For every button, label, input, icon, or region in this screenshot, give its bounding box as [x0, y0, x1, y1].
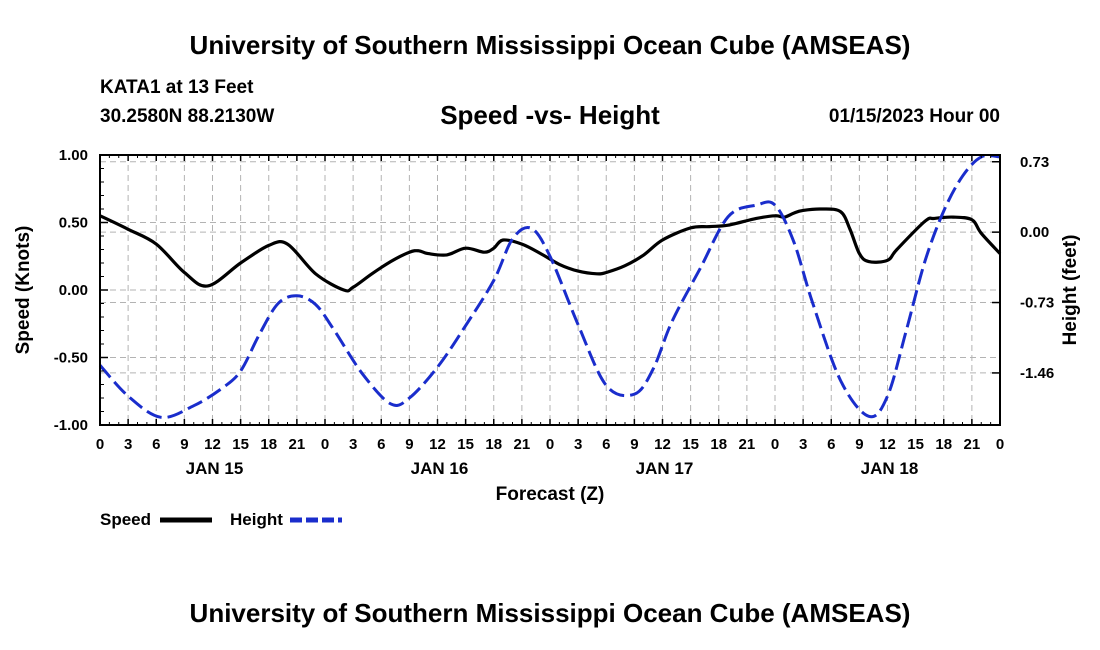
station-label: KATA1 at 13 Feet — [100, 77, 254, 98]
x-tick-label: 12 — [204, 436, 221, 453]
x-tick-label: 21 — [964, 436, 981, 453]
x-tick-label: 3 — [574, 436, 582, 453]
x-tick-label: 18 — [485, 436, 502, 453]
x-tick-label: 12 — [654, 436, 671, 453]
day-label: JAN 18 — [861, 459, 919, 478]
x-tick-label: 0 — [546, 436, 554, 453]
footer-title: University of Southern Mississippi Ocean… — [189, 598, 911, 628]
x-tick-label: 9 — [180, 436, 188, 453]
y-tick-label: 0.50 — [59, 215, 88, 232]
legend-height-label: Height — [230, 510, 283, 529]
x-tick-label: 21 — [289, 436, 306, 453]
y-tick-label: 0.00 — [59, 282, 88, 299]
x-tick-label: 18 — [935, 436, 952, 453]
x-tick-label: 3 — [349, 436, 357, 453]
y2-axis-label: Height (feet) — [1060, 235, 1081, 346]
legend: Speed Height — [100, 510, 342, 529]
x-axis-label: Forecast (Z) — [496, 484, 605, 505]
x-tick-label: 0 — [996, 436, 1004, 453]
x-tick-label: 15 — [682, 436, 699, 453]
day-label: JAN 15 — [186, 459, 244, 478]
speed-height-chart: 0 3 6 9 12 15 18 21 0 3 6 9 12 15 18 21 0 3 6 9 12 15 18 21 0 3 6 9… — [13, 147, 1081, 529]
x-tick-label: 21 — [514, 436, 531, 453]
forecast-timestamp: 01/15/2023 Hour 00 — [828, 106, 1000, 127]
x-tick-label: 6 — [827, 436, 835, 453]
series-line-height — [98, 153, 1001, 419]
y2-tick-label: -1.46 — [1020, 365, 1054, 382]
x-tick-label: 9 — [405, 436, 413, 453]
x-tick-label: 6 — [152, 436, 160, 453]
y-tick-label: -0.50 — [54, 350, 88, 367]
x-tick-label: 0 — [771, 436, 779, 453]
x-tick-label: 9 — [855, 436, 863, 453]
x-tick-label: 6 — [602, 436, 610, 453]
y2-tick-label: -0.73 — [1020, 295, 1054, 312]
x-tick-label: 9 — [630, 436, 638, 453]
x-tick-label: 12 — [429, 436, 446, 453]
x-tick-label: 21 — [739, 436, 756, 453]
day-label: JAN 16 — [411, 459, 469, 478]
x-tick-label: 3 — [799, 436, 807, 453]
x-tick-label: 18 — [710, 436, 727, 453]
coordinates-label: 30.2580N 88.2130W — [100, 106, 275, 127]
day-label: JAN 17 — [636, 459, 694, 478]
x-tick-label: 0 — [96, 436, 104, 453]
x-tick-label: 18 — [260, 436, 277, 453]
series-line-speed — [99, 207, 1002, 293]
x-tick-label: 3 — [124, 436, 132, 453]
grid-lines — [100, 155, 1000, 425]
x-tick-label: 15 — [457, 436, 474, 453]
page-title: University of Southern Mississippi Ocean… — [189, 30, 911, 60]
y2-tick-label: 0.00 — [1020, 224, 1049, 241]
y-tick-label: -1.00 — [54, 417, 88, 434]
x-tick-label: 12 — [879, 436, 896, 453]
legend-speed-label: Speed — [100, 510, 151, 529]
chart-title: Speed -vs- Height — [440, 100, 660, 130]
x-tick-label: 15 — [907, 436, 924, 453]
x-tick-label: 6 — [377, 436, 385, 453]
y2-tick-label: 0.73 — [1020, 154, 1049, 171]
y-tick-label: 1.00 — [59, 147, 88, 164]
x-tick-label: 15 — [232, 436, 249, 453]
y-axis-label: Speed (Knots) — [13, 226, 34, 355]
x-tick-label: 0 — [321, 436, 329, 453]
